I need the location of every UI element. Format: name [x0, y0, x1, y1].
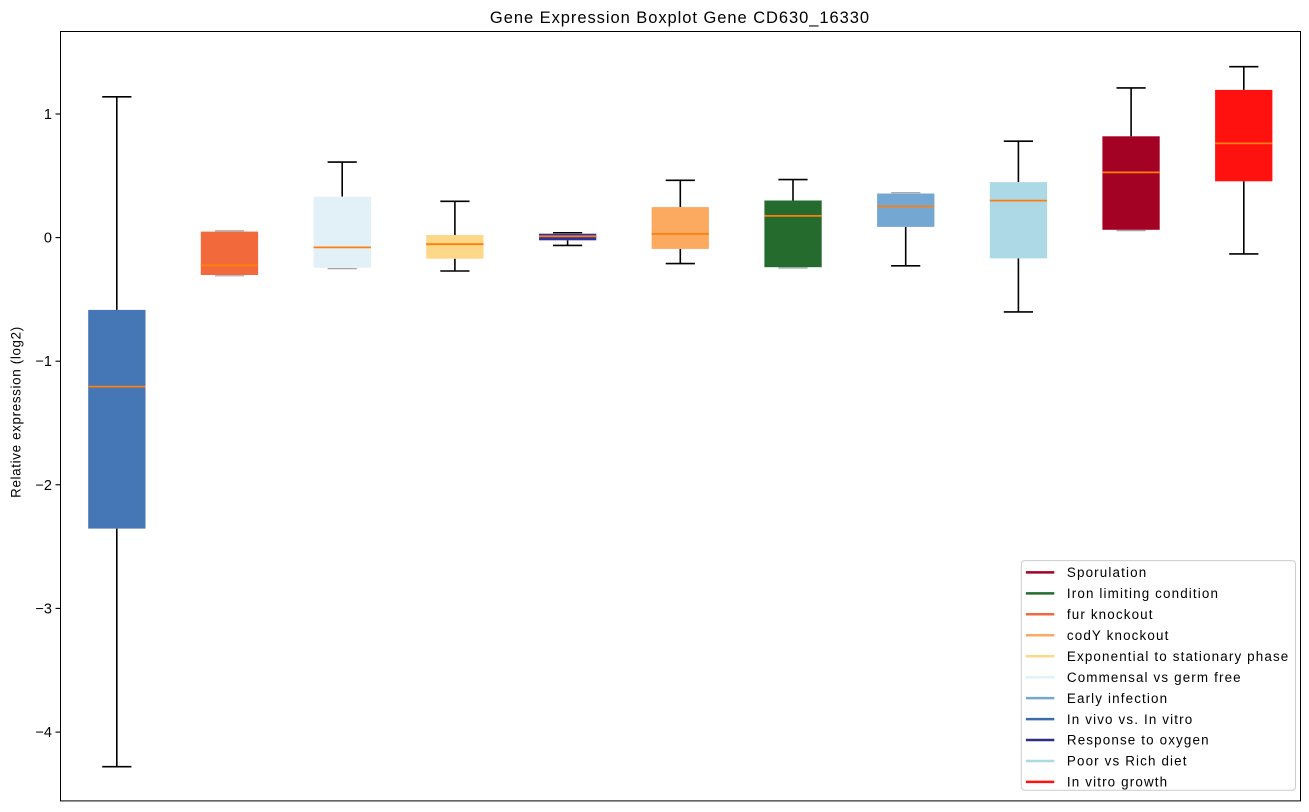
svg-text:1: 1 — [44, 107, 52, 123]
svg-text:Response to oxygen: Response to oxygen — [1067, 733, 1210, 748]
svg-text:Sporulation: Sporulation — [1067, 565, 1147, 580]
svg-text:0: 0 — [44, 231, 52, 247]
svg-text:Commensal vs germ free: Commensal vs germ free — [1067, 670, 1242, 685]
svg-text:−1: −1 — [35, 354, 52, 370]
svg-text:−4: −4 — [35, 725, 52, 741]
svg-text:Relative expression (log2): Relative expression (log2) — [9, 326, 24, 498]
svg-text:Iron limiting condition: Iron limiting condition — [1067, 586, 1219, 601]
svg-text:In vivo vs. In vitro: In vivo vs. In vitro — [1067, 712, 1193, 727]
svg-text:codY knockout: codY knockout — [1067, 628, 1170, 643]
svg-text:−3: −3 — [35, 601, 52, 617]
svg-text:Exponential to stationary phas: Exponential to stationary phase — [1067, 649, 1290, 664]
svg-text:In vitro growth: In vitro growth — [1067, 775, 1168, 790]
svg-text:−2: −2 — [35, 478, 52, 494]
svg-text:fur knockout: fur knockout — [1067, 607, 1154, 622]
svg-text:Early infection: Early infection — [1067, 691, 1168, 706]
svg-text:Gene Expression Boxplot Gene C: Gene Expression Boxplot Gene CD630_16330 — [490, 9, 870, 27]
svg-text:Poor vs Rich diet: Poor vs Rich diet — [1067, 754, 1188, 769]
